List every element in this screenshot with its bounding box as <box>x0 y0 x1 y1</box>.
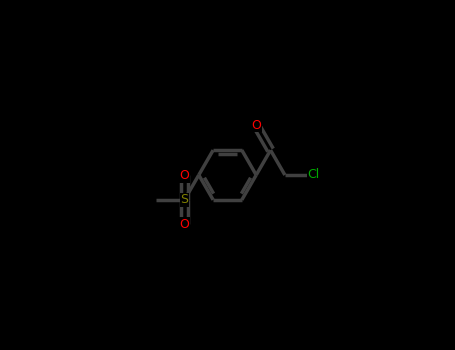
Text: Cl: Cl <box>308 168 320 182</box>
Text: O: O <box>180 218 189 231</box>
Text: S: S <box>181 193 188 206</box>
Text: O: O <box>180 169 189 182</box>
Text: O: O <box>251 119 261 132</box>
